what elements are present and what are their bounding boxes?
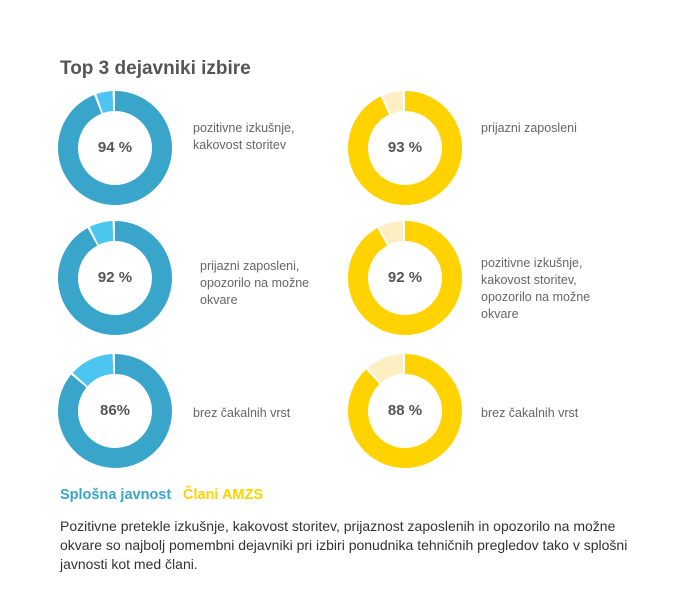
donut-chart: 93 % [343, 86, 467, 210]
legend-general-public: Splošna javnost [60, 487, 172, 503]
donut-value-label: 94 % [97, 139, 133, 156]
donut-remainder-segment [96, 91, 114, 114]
donut-remainder-segment [383, 91, 404, 114]
donut-chart: 86% [53, 349, 177, 473]
donut-value-label: 86% [99, 402, 131, 419]
donut-value-label: 88 % [387, 402, 423, 419]
donut-chart: 92 % [53, 216, 177, 340]
donut-value-label: 93 % [387, 139, 423, 156]
donut-value-segment [348, 91, 462, 205]
factor-label: pozitivne izkušnje, kakovost storitev, o… [481, 256, 591, 321]
donut-chart: 94 % [53, 86, 177, 210]
donut-remainder-segment [379, 221, 404, 245]
factor-label: brez čakalnih vrst [481, 406, 579, 420]
donut-value-segment [57, 91, 172, 205]
donut-remainder-segment [72, 354, 114, 387]
donut-remainder-segment [89, 221, 114, 245]
donut-value-segment [348, 354, 462, 468]
donut-remainder-segment [367, 354, 404, 383]
factor-label: prijazni zaposleni [481, 121, 577, 135]
description: Pozitivne pretekle izkušnje, kakovost st… [60, 518, 628, 572]
factor-label: pozitivne izkušnje, kakovost storitev [193, 121, 295, 152]
legend-amzs-members: Člani AMZS [183, 487, 264, 503]
donut-value-label: 92 % [97, 269, 133, 286]
factor-label: brez čakalnih vrst [193, 406, 291, 420]
donut-value-label: 92 % [387, 269, 423, 286]
chart-title: Top 3 dejavniki izbire [60, 58, 251, 79]
donut-chart: 88 % [343, 349, 467, 473]
factor-label: prijazni zaposleni, opozorilo na možne o… [200, 259, 310, 307]
donut-value-segment [57, 354, 172, 468]
donut-value-segment [348, 221, 462, 335]
donut-value-segment [57, 221, 173, 335]
donut-chart: 92 % [343, 216, 467, 340]
